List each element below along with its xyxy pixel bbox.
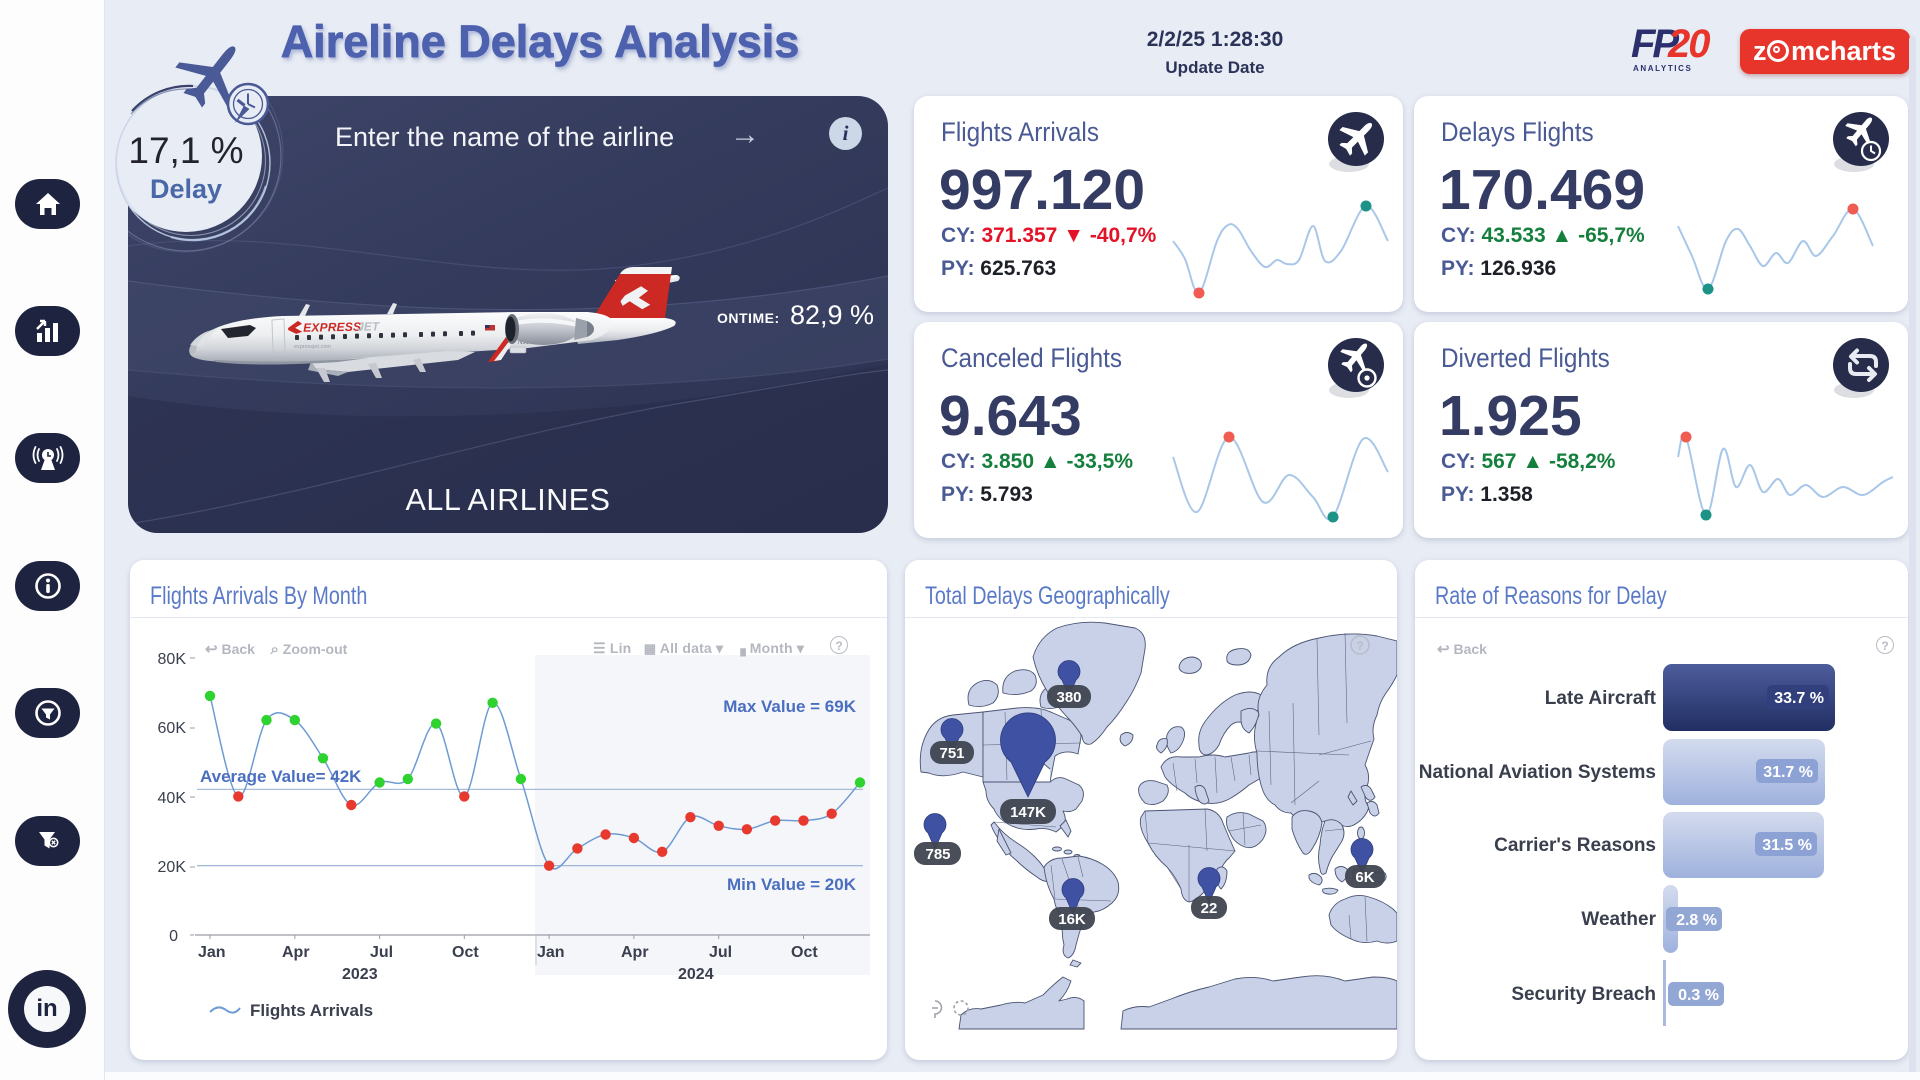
svg-text:2023: 2023 [342,966,378,983]
svg-text:31.5 %: 31.5 % [1762,837,1812,854]
svg-text:Oct: Oct [452,944,479,961]
svg-text:0: 0 [169,928,178,945]
svg-text:Max Value = 69K: Max Value = 69K [723,697,856,716]
svg-text:Apr: Apr [282,944,310,961]
svg-text:Average Value= 42K: Average Value= 42K [200,767,362,786]
svg-text:Apr: Apr [621,944,649,961]
svg-text:Weather: Weather [1581,909,1656,930]
svg-text:22: 22 [1201,900,1218,917]
svg-text:33.7 %: 33.7 % [1774,690,1824,707]
svg-text:National Aviation Systems: National Aviation Systems [1419,762,1656,783]
svg-text:?: ? [1356,639,1363,653]
svg-text:380: 380 [1056,689,1081,706]
svg-text:2024: 2024 [678,966,714,983]
svg-text:80K: 80K [158,651,187,668]
svg-text:Jan: Jan [537,944,565,961]
svg-text:Carrier's Reasons: Carrier's Reasons [1494,835,1656,856]
svg-text:16K: 16K [1058,911,1086,928]
svg-text:31.7 %: 31.7 % [1763,764,1813,781]
svg-text:20K: 20K [158,859,187,876]
svg-text:6K: 6K [1355,869,1374,886]
svg-text:Min Value = 20K: Min Value = 20K [727,875,857,894]
svg-text:Security Breach: Security Breach [1511,984,1656,1005]
svg-text:Late Aircraft: Late Aircraft [1545,688,1657,709]
svg-text:147K: 147K [1010,804,1046,821]
svg-text:Jul: Jul [709,944,732,961]
svg-text:751: 751 [939,745,964,762]
svg-text:60K: 60K [158,720,187,737]
svg-text:Jul: Jul [370,944,393,961]
svg-text:Flights Arrivals: Flights Arrivals [250,1001,373,1020]
svg-text:Oct: Oct [791,944,818,961]
svg-text:2.8 %: 2.8 % [1676,912,1717,929]
svg-text:JET: JET [357,319,381,333]
svg-text:expressjet.com: expressjet.com [294,344,331,350]
svg-text:40K: 40K [158,790,187,807]
svg-text:EXPRESS: EXPRESS [303,320,361,335]
svg-text:785: 785 [925,846,950,863]
svg-text:Jan: Jan [198,944,226,961]
svg-text:0.3 %: 0.3 % [1678,987,1719,1004]
